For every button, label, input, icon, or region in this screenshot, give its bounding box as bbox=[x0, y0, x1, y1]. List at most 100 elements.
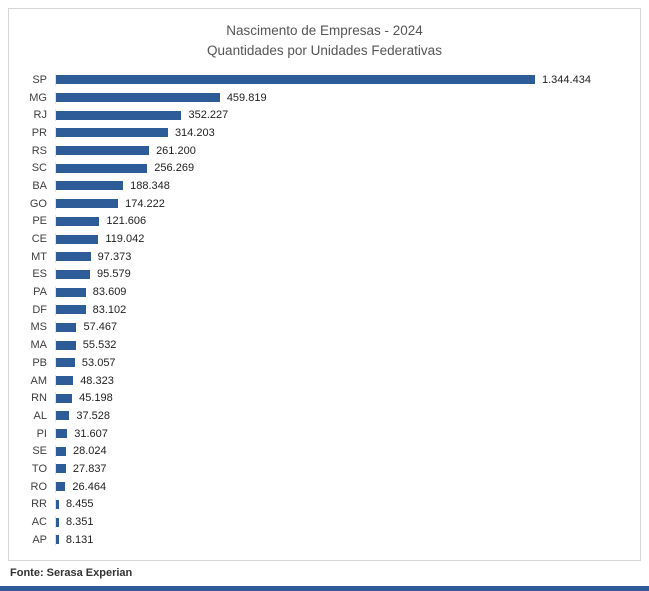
category-label: AL bbox=[33, 409, 47, 422]
source-note: Fonte: Serasa Experian bbox=[10, 567, 133, 579]
value-label: 97.373 bbox=[97, 250, 132, 263]
bar-track: 352.227 bbox=[55, 109, 535, 122]
bar-track: 261.200 bbox=[55, 144, 535, 157]
bar bbox=[56, 499, 60, 509]
value-label: 57.467 bbox=[83, 321, 118, 334]
bar-row: RO 26.464 bbox=[19, 478, 640, 496]
bar-track: 121.606 bbox=[55, 215, 535, 228]
bar-track: 48.323 bbox=[55, 374, 535, 387]
category-label: TO bbox=[31, 462, 47, 475]
bar-row: SP 1.344.434 bbox=[19, 71, 640, 89]
bar-row: TO 27.837 bbox=[19, 460, 640, 478]
value-label: 27.837 bbox=[72, 462, 107, 475]
bar bbox=[56, 181, 124, 191]
bar-track: 97.373 bbox=[55, 250, 535, 263]
bar-row: SC 256.269 bbox=[19, 159, 640, 177]
bar-track: 8.455 bbox=[55, 498, 535, 511]
value-label: 188.348 bbox=[130, 179, 170, 192]
bottom-accent-bar bbox=[0, 586, 649, 591]
bar-row: RN 45.198 bbox=[19, 389, 640, 407]
bar bbox=[56, 269, 91, 279]
bar bbox=[56, 146, 150, 156]
bar-track: 45.198 bbox=[55, 392, 535, 405]
bar bbox=[56, 234, 99, 244]
value-label: 45.198 bbox=[79, 392, 113, 405]
bar-track: 55.532 bbox=[55, 339, 535, 352]
category-label: MS bbox=[30, 321, 48, 334]
category-label: MG bbox=[29, 91, 47, 104]
bar-track: 8.131 bbox=[55, 533, 535, 546]
category-label: PI bbox=[36, 427, 47, 440]
bar-track: 57.467 bbox=[55, 321, 535, 334]
chart-title-line1: Nascimento de Empresas - 2024 bbox=[226, 23, 423, 38]
bar bbox=[56, 216, 100, 226]
category-label: DF bbox=[32, 303, 47, 316]
bar-row: PI 31.607 bbox=[19, 425, 640, 443]
bar-row: BA 188.348 bbox=[19, 177, 640, 195]
bar-row: AL 37.528 bbox=[19, 407, 640, 425]
bar bbox=[56, 110, 182, 120]
bar bbox=[56, 199, 119, 209]
value-label: 1.344.434 bbox=[542, 73, 591, 86]
bar-track: 314.203 bbox=[55, 126, 535, 139]
value-label: 121.606 bbox=[106, 215, 147, 228]
category-label: RJ bbox=[33, 109, 47, 122]
value-label: 48.323 bbox=[80, 374, 114, 387]
bar bbox=[56, 517, 59, 527]
bar-track: 53.057 bbox=[55, 356, 535, 369]
value-label: 256.269 bbox=[154, 162, 195, 175]
bar bbox=[56, 358, 75, 368]
category-label: RR bbox=[31, 498, 47, 511]
bar bbox=[56, 446, 66, 456]
value-label: 261.200 bbox=[156, 144, 196, 157]
category-label: AP bbox=[32, 533, 47, 546]
bar-row: PR 314.203 bbox=[19, 124, 640, 142]
value-label: 174.222 bbox=[125, 197, 165, 210]
bar bbox=[56, 464, 66, 474]
bar-plot: SP 1.344.434 MG 459.819 RJ 352.227 PR 314.203 RS… bbox=[9, 71, 640, 549]
bar-row: PB 53.057 bbox=[19, 354, 640, 372]
value-label: 53.057 bbox=[81, 356, 116, 369]
category-label: SC bbox=[31, 162, 47, 175]
value-label: 95.579 bbox=[97, 268, 131, 281]
category-label: SE bbox=[32, 445, 47, 458]
bar bbox=[56, 75, 535, 85]
bar-row: AP 8.131 bbox=[19, 531, 640, 549]
bar bbox=[56, 482, 66, 492]
bar-track: 83.102 bbox=[55, 303, 535, 316]
bar bbox=[56, 163, 148, 173]
value-label: 83.609 bbox=[92, 286, 127, 299]
bar bbox=[56, 93, 220, 103]
bar-row: SE 28.024 bbox=[19, 442, 640, 460]
bar-track: 1.344.434 bbox=[55, 73, 591, 86]
bar-track: 256.269 bbox=[55, 162, 535, 175]
category-label: PE bbox=[32, 215, 47, 228]
value-label: 37.528 bbox=[76, 409, 111, 422]
bar-row: MG 459.819 bbox=[19, 89, 640, 107]
value-label: 314.203 bbox=[174, 126, 215, 139]
value-label: 459.819 bbox=[226, 91, 267, 104]
bar-track: 174.222 bbox=[55, 197, 535, 210]
value-label: 352.227 bbox=[188, 109, 229, 122]
bar bbox=[56, 252, 91, 262]
category-label: SP bbox=[32, 73, 47, 86]
bar bbox=[56, 535, 59, 545]
bar-row: DF 83.102 bbox=[19, 301, 640, 319]
bar-row: RJ 352.227 bbox=[19, 106, 640, 124]
chart-title: Nascimento de Empresas - 2024 Quantidade… bbox=[9, 21, 640, 61]
value-label: 119.042 bbox=[105, 233, 145, 246]
bar-row: PA 83.609 bbox=[19, 283, 640, 301]
value-label: 31.607 bbox=[74, 427, 108, 440]
bar bbox=[56, 322, 77, 332]
category-label: RS bbox=[31, 144, 47, 157]
value-label: 8.131 bbox=[65, 533, 94, 546]
bar-row: MT 97.373 bbox=[19, 248, 640, 266]
bar bbox=[56, 340, 76, 350]
bar-track: 26.464 bbox=[55, 480, 535, 493]
category-label: PA bbox=[33, 286, 47, 299]
bar-row: PE 121.606 bbox=[19, 213, 640, 231]
category-label: RN bbox=[31, 392, 47, 405]
category-label: RO bbox=[30, 480, 48, 493]
value-label: 83.102 bbox=[92, 303, 127, 316]
bar bbox=[56, 376, 74, 386]
